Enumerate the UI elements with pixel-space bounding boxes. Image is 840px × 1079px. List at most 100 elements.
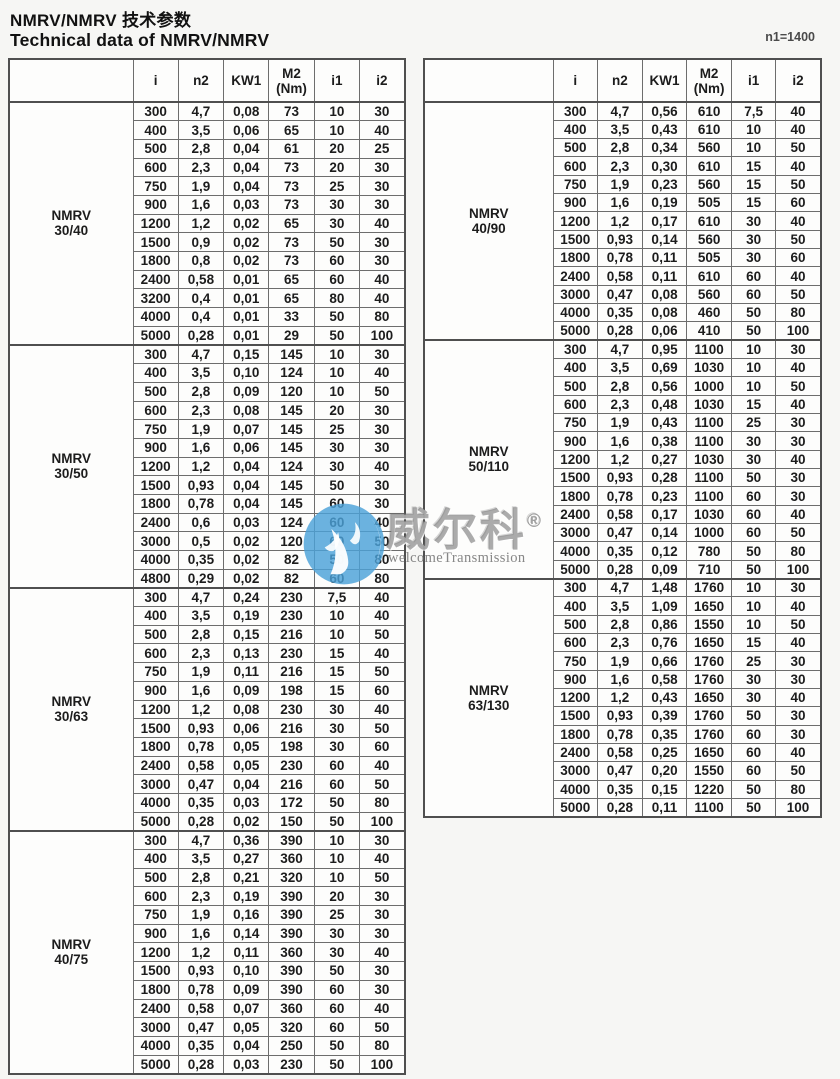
data-cell-kw1: 0,11 xyxy=(223,942,270,963)
data-cell-i1: 60 xyxy=(313,755,360,776)
data-cell-m2: 610 xyxy=(686,101,732,121)
data-cell-n2: 2,8 xyxy=(597,614,643,635)
data-cell-i1: 50 xyxy=(313,325,360,346)
data-cell-i2: 100 xyxy=(775,559,822,580)
data-cell-i2: 60 xyxy=(775,193,822,213)
data-cell-kw1: 0,04 xyxy=(223,456,270,477)
data-cell-n2: 2,8 xyxy=(177,624,225,645)
data-cell-i2: 30 xyxy=(358,251,406,271)
table-row: 4000 0,35 0,12 780 50 80 xyxy=(424,541,822,561)
table-row: 400 3,5 1,09 1650 10 40 xyxy=(424,596,822,616)
data-cell-n2: 4,7 xyxy=(597,577,643,598)
table-row: 5000 0,28 0,06 410 50 100 xyxy=(424,321,822,341)
data-cell-i2: 50 xyxy=(358,531,406,551)
data-cell-kw1: 0,12 xyxy=(641,541,688,561)
data-cell-i1: 10 xyxy=(313,101,360,122)
table-row: 500 2,8 0,21 320 10 50 xyxy=(9,867,406,888)
data-cell-i: 4000 xyxy=(132,307,179,327)
data-cell-kw1: 0,08 xyxy=(223,101,270,122)
data-cell-kw1: 0,06 xyxy=(223,437,270,458)
data-cell-i2: 30 xyxy=(775,486,822,506)
data-cell-n2: 0,5 xyxy=(177,531,225,551)
data-cell-i1: 60 xyxy=(730,486,777,506)
data-cell-i1: 50 xyxy=(730,559,777,580)
data-cell-n2: 0,93 xyxy=(597,468,643,488)
data-cell-kw1: 0,21 xyxy=(223,867,270,888)
data-cell-i2: 40 xyxy=(358,998,406,1019)
data-cell-kw1: 0,19 xyxy=(223,606,270,626)
data-cell-kw1: 0,09 xyxy=(223,680,270,701)
data-cell-i1: 50 xyxy=(313,1054,360,1075)
column-header-i2: i2 xyxy=(358,58,406,103)
data-cell-m2: 124 xyxy=(268,512,315,533)
table-row: 600 2,3 0,19 390 20 30 xyxy=(9,886,406,907)
data-cell-i2: 40 xyxy=(775,633,822,653)
data-cell-m2: 230 xyxy=(268,755,315,776)
data-cell-i2: 40 xyxy=(775,119,822,140)
data-cell-i: 4000 xyxy=(132,1035,179,1056)
data-cell-i: 3000 xyxy=(552,761,599,781)
data-cell-kw1: 0,15 xyxy=(223,343,270,365)
data-cell-kw1: 0,04 xyxy=(223,493,270,514)
data-cell-i2: 30 xyxy=(775,413,822,433)
data-cell-i2: 30 xyxy=(775,468,822,488)
data-cell-n2: 0,47 xyxy=(597,523,643,543)
table-row: 5000 0,28 0,11 1100 50 100 xyxy=(424,797,822,818)
data-cell-i1: 15 xyxy=(730,394,777,415)
data-cell-n2: 2,8 xyxy=(597,376,643,396)
data-cell-i2: 50 xyxy=(358,867,406,888)
data-cell-i2: 40 xyxy=(358,288,406,309)
data-cell-i: 4000 xyxy=(552,779,599,799)
data-cell-n2: 1,9 xyxy=(177,905,225,925)
data-cell-kw1: 0,23 xyxy=(641,174,688,195)
data-cell-i1: 15 xyxy=(730,193,777,213)
data-cell-i: 600 xyxy=(552,394,599,415)
data-cell-n2: 0,29 xyxy=(177,568,225,589)
data-cell-kw1: 0,04 xyxy=(223,774,270,794)
data-cell-i: 1200 xyxy=(132,699,179,720)
data-cell-m2: 1100 xyxy=(686,431,732,451)
data-cell-kw1: 0,14 xyxy=(223,923,270,944)
data-cell-kw1: 0,76 xyxy=(641,633,688,653)
data-cell-i1: 10 xyxy=(313,849,360,869)
data-cell-kw1: 0,13 xyxy=(223,643,270,664)
data-cell-kw1: 0,19 xyxy=(223,886,270,907)
data-cell-m2: 1650 xyxy=(686,687,732,708)
data-cell-n2: 4,7 xyxy=(177,343,225,365)
data-cell-i1: 10 xyxy=(313,867,360,888)
table-row: 500 2,8 0,15 216 10 50 xyxy=(9,624,406,645)
data-cell-m2: 29 xyxy=(268,325,315,346)
data-cell-n2: 0,58 xyxy=(597,742,643,763)
data-cell-n2: 0,47 xyxy=(597,761,643,781)
data-cell-i1: 30 xyxy=(730,669,777,690)
data-cell-i: 4000 xyxy=(132,792,179,813)
table-row: 3200 0,4 0,01 65 80 40 xyxy=(9,288,406,309)
header-row: i n2 KW1 M2 (Nm) i1 i2 xyxy=(423,58,822,103)
table-row: 500 2,8 0,04 61 20 25 xyxy=(9,138,406,159)
data-cell-i2: 50 xyxy=(775,138,822,158)
data-cell-i1: 15 xyxy=(730,633,777,653)
table-row: 3000 0,47 0,08 560 60 50 xyxy=(424,284,822,305)
data-cell-n2: 0,93 xyxy=(177,475,225,495)
data-cell-n2: 0,9 xyxy=(177,232,225,252)
data-cell-i2: 40 xyxy=(775,101,822,121)
data-cell-i2: 50 xyxy=(775,761,822,781)
data-cell-i1: 50 xyxy=(313,475,360,495)
page-title-english: Technical data of NMRV/NMRV xyxy=(10,30,270,50)
data-cell-i2: 50 xyxy=(358,381,406,402)
data-cell-kw1: 0,48 xyxy=(641,394,688,415)
data-cell-i2: 100 xyxy=(775,797,822,818)
model-label-30-40: NMRV 30/40 xyxy=(8,101,134,346)
data-cell-i2: 30 xyxy=(358,437,406,458)
data-cell-i1: 60 xyxy=(730,724,777,744)
data-cell-i1: 10 xyxy=(313,381,360,402)
data-cell-kw1: 0,11 xyxy=(641,266,688,286)
data-cell-kw1: 0,09 xyxy=(641,559,688,580)
data-cell-i1: 30 xyxy=(313,437,360,458)
data-cell-i: 300 xyxy=(552,577,599,598)
data-cell-i1: 50 xyxy=(730,541,777,561)
data-cell-kw1: 0,05 xyxy=(223,736,270,757)
data-cell-kw1: 0,17 xyxy=(641,504,688,525)
data-cell-i2: 30 xyxy=(358,101,406,122)
